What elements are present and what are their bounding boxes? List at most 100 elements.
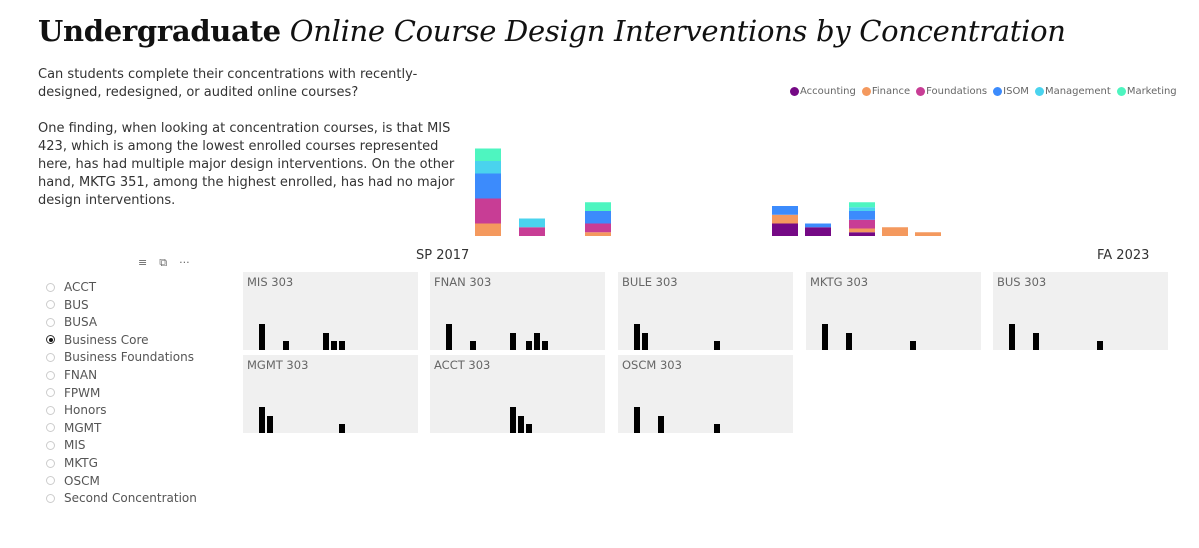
slicer-option[interactable]: Second Concentration: [46, 491, 197, 505]
small-multiple-panel: MKTG 303: [806, 272, 981, 350]
panel-title: MKTG 303: [810, 275, 869, 289]
bar-segment-finance[interactable]: [849, 228, 875, 233]
radio-button[interactable]: [46, 405, 55, 415]
filter-icon[interactable]: ≡: [138, 256, 148, 269]
legend-item[interactable]: Foundations: [916, 86, 987, 97]
slicer-option-label: OSCM: [64, 473, 100, 488]
bar[interactable]: [470, 341, 476, 350]
radio-button[interactable]: [46, 476, 55, 486]
bar-segment-management[interactable]: [519, 218, 545, 228]
bar[interactable]: [267, 415, 273, 433]
bar-segment-finance[interactable]: [772, 214, 798, 224]
slicer-option[interactable]: BUS: [46, 298, 89, 312]
radio-button[interactable]: [46, 458, 55, 468]
bar[interactable]: [339, 424, 345, 433]
bar-segment-isom[interactable]: [805, 223, 831, 228]
bar-segment-isom[interactable]: [849, 211, 875, 220]
bar[interactable]: [822, 323, 828, 350]
focus-mode-icon[interactable]: ⧉: [159, 256, 168, 269]
radio-button[interactable]: [46, 440, 55, 450]
slicer-option[interactable]: BUSA: [46, 315, 97, 329]
panel-title: BULE 303: [622, 275, 678, 289]
small-multiple-panel: OSCM 303: [618, 355, 793, 433]
bar-segment-finance[interactable]: [585, 232, 611, 236]
bar[interactable]: [658, 415, 664, 433]
slicer-option[interactable]: MKTG: [46, 456, 98, 470]
bar[interactable]: [714, 424, 720, 433]
more-options-icon[interactable]: ···: [179, 256, 190, 269]
bar[interactable]: [634, 323, 640, 350]
bar-segment-accounting[interactable]: [805, 227, 831, 236]
legend-label: Management: [1044, 86, 1111, 97]
bar[interactable]: [1097, 341, 1103, 350]
bar-segment-finance[interactable]: [882, 227, 908, 236]
bar-segment-management[interactable]: [849, 207, 875, 211]
radio-button[interactable]: [46, 352, 55, 362]
bar[interactable]: [526, 424, 532, 433]
bar-segment-marketing[interactable]: [475, 148, 501, 162]
bar[interactable]: [1009, 323, 1015, 350]
bar[interactable]: [339, 341, 345, 350]
bar-segment-isom[interactable]: [585, 211, 611, 224]
slicer-option[interactable]: OSCM: [46, 474, 100, 488]
radio-button[interactable]: [46, 317, 55, 327]
slicer-option[interactable]: Business Core: [46, 333, 149, 347]
slicer-option-label: BUSA: [64, 315, 98, 330]
bar[interactable]: [446, 323, 452, 350]
legend-item[interactable]: Accounting: [790, 86, 856, 97]
radio-button[interactable]: [46, 423, 55, 433]
radio-button[interactable]: [46, 370, 55, 380]
slicer-option-label: MKTG: [64, 456, 98, 470]
radio-button[interactable]: [46, 493, 55, 503]
bar-segment-isom[interactable]: [475, 173, 501, 199]
legend-label: Marketing: [1126, 86, 1177, 97]
bar-segment-foundations[interactable]: [475, 198, 501, 224]
bar-segment-foundations[interactable]: [519, 227, 545, 236]
bar[interactable]: [510, 332, 516, 350]
legend-item[interactable]: Management: [1034, 86, 1111, 97]
bar-segment-accounting[interactable]: [772, 223, 798, 237]
slicer-option[interactable]: Business Foundations: [46, 350, 194, 364]
slicer-option[interactable]: ACCT: [46, 280, 96, 294]
bar[interactable]: [642, 332, 648, 350]
radio-button[interactable]: [46, 282, 55, 292]
slicer-option-label: MIS: [64, 438, 86, 453]
legend-item[interactable]: Finance: [861, 86, 910, 97]
bar[interactable]: [323, 332, 329, 350]
bar-segment-marketing[interactable]: [585, 202, 611, 211]
bar[interactable]: [910, 341, 916, 350]
bar[interactable]: [510, 406, 516, 433]
radio-button[interactable]: [46, 300, 55, 310]
bar[interactable]: [283, 341, 289, 350]
slicer-toolbar: ≡ ⧉ ···: [138, 256, 190, 270]
bar[interactable]: [259, 323, 265, 350]
bar-segment-foundations[interactable]: [849, 219, 875, 229]
bar[interactable]: [542, 341, 548, 350]
slicer-option[interactable]: FPWM: [46, 386, 100, 400]
bar[interactable]: [526, 341, 532, 350]
legend-item[interactable]: ISOM: [993, 86, 1029, 97]
bar[interactable]: [331, 341, 337, 350]
bar[interactable]: [518, 415, 524, 433]
bar-segment-finance[interactable]: [915, 232, 941, 236]
radio-button[interactable]: [46, 335, 55, 345]
bar[interactable]: [259, 406, 265, 433]
radio-button[interactable]: [46, 388, 55, 398]
bar-segment-management[interactable]: [475, 161, 501, 174]
bar-segment-isom[interactable]: [772, 206, 798, 215]
bar-segment-accounting[interactable]: [849, 232, 875, 236]
legend-item[interactable]: Marketing: [1116, 86, 1177, 97]
bar[interactable]: [846, 332, 852, 350]
slicer-option[interactable]: FNAN: [46, 368, 97, 382]
bar[interactable]: [534, 332, 540, 350]
bar[interactable]: [714, 341, 720, 350]
bar-segment-foundations[interactable]: [585, 223, 611, 233]
bar[interactable]: [1033, 332, 1039, 350]
slicer-option[interactable]: Honors: [46, 403, 107, 417]
bar-segment-marketing[interactable]: [849, 202, 875, 208]
legend-dot-icon: [1116, 87, 1126, 96]
slicer-option[interactable]: MGMT: [46, 421, 101, 435]
slicer-option[interactable]: MIS: [46, 438, 86, 452]
bar[interactable]: [634, 406, 640, 433]
bar-segment-finance[interactable]: [475, 223, 501, 237]
